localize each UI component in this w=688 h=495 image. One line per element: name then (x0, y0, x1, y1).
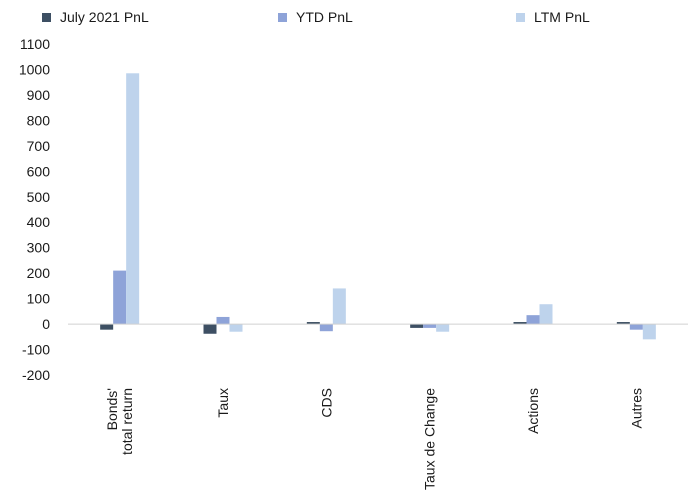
x-category-label: Taux (215, 388, 231, 418)
y-tick-label: 800 (27, 112, 51, 128)
y-tick-label: 200 (27, 265, 51, 281)
legend-swatch (278, 13, 287, 22)
bar-ltm-pnl (229, 324, 243, 332)
y-tick-label: 400 (27, 214, 51, 230)
bar-july-2021-pnl (513, 322, 527, 325)
x-category-label-line: Actions (525, 388, 541, 434)
bar-july-2021-pnl (616, 322, 630, 325)
bar-ytd-pnl (423, 324, 437, 328)
x-category-label-line: total return (119, 388, 135, 455)
y-tick-label: 1000 (19, 61, 50, 77)
x-axis: Bonds' total return Taux CDS Taux de Change A… (104, 388, 644, 490)
y-tick-label: 0 (42, 316, 50, 332)
x-category-label: Actions (525, 388, 541, 434)
x-category-label-line: Taux de Change (422, 388, 438, 490)
y-axis: -200 -100 0 100 200 300 400 500 600 700 800 900 1000… (19, 36, 50, 383)
legend: July 2021 PnL YTD PnL LTM PnL (42, 9, 590, 25)
x-category-label: Bonds' total return (104, 388, 135, 455)
bar-ltm-pnl (642, 324, 656, 340)
y-tick-label: -200 (22, 367, 50, 383)
legend-swatch (516, 13, 525, 22)
x-category-label: Taux de Change (422, 388, 438, 490)
y-tick-label: 700 (27, 138, 51, 154)
y-tick-label: 300 (27, 240, 51, 256)
bar-ltm-pnl (332, 288, 346, 325)
y-tick-label: 500 (27, 189, 51, 205)
x-category-label-line: Taux (215, 388, 231, 418)
legend-item: LTM PnL (516, 9, 590, 25)
bars (100, 73, 656, 340)
legend-label: LTM PnL (534, 9, 590, 25)
bar-july-2021-pnl (306, 322, 320, 325)
legend-swatch (42, 13, 51, 22)
x-category-label-line: CDS (318, 388, 334, 418)
bar-ltm-pnl (539, 304, 553, 325)
legend-item: YTD PnL (278, 9, 353, 25)
legend-label: YTD PnL (296, 9, 353, 25)
bar-ltm-pnl (436, 324, 450, 332)
bar-july-2021-pnl (410, 324, 424, 328)
x-category-label-line: Bonds' (104, 388, 120, 430)
bar-ytd-pnl (526, 315, 540, 325)
bar-ltm-pnl (126, 73, 140, 325)
legend-item: July 2021 PnL (42, 9, 149, 25)
x-category-label: Autres (628, 388, 644, 428)
x-category-label-line: Autres (628, 388, 644, 428)
bar-july-2021-pnl (100, 324, 114, 330)
bar-july-2021-pnl (203, 324, 217, 334)
y-tick-label: -100 (22, 342, 50, 358)
bar-ytd-pnl (319, 324, 333, 332)
x-category-label: CDS (318, 388, 334, 418)
bar-ytd-pnl (629, 324, 643, 330)
y-tick-label: 600 (27, 163, 51, 179)
y-tick-label: 1100 (20, 36, 50, 52)
y-tick-label: 900 (27, 87, 51, 103)
bar-ytd-pnl (113, 270, 127, 325)
legend-label: July 2021 PnL (60, 9, 149, 25)
bar-ytd-pnl (216, 316, 230, 325)
y-tick-label: 100 (27, 291, 51, 307)
